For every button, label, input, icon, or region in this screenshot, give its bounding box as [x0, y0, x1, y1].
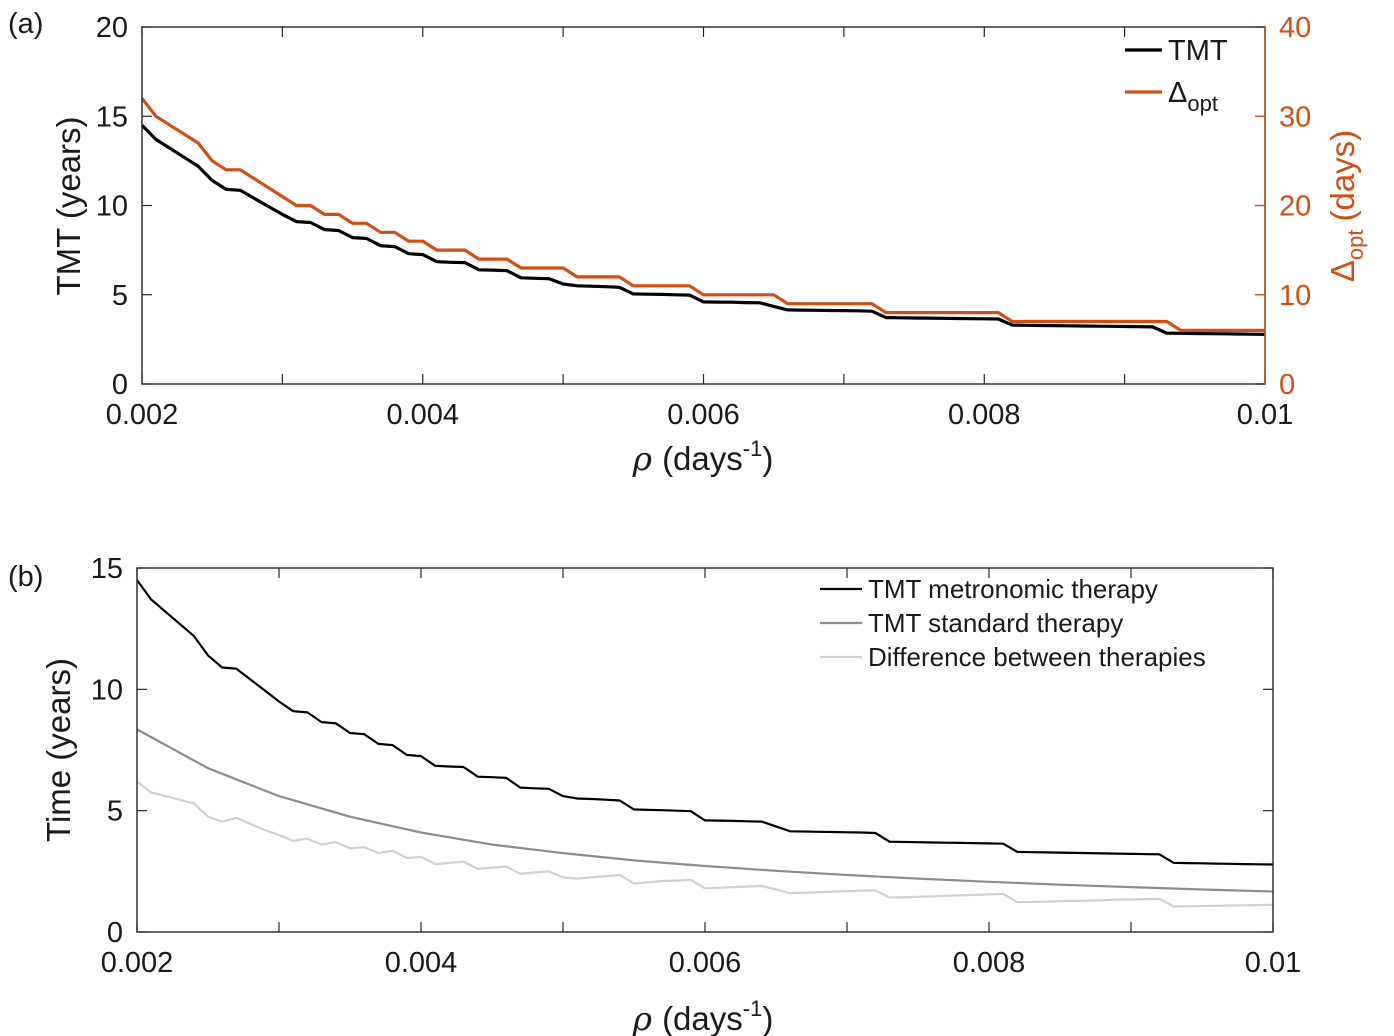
- panel-b-x-tick-label: 0.01: [1245, 947, 1301, 979]
- panel-b-x-label-sup: -1: [743, 996, 763, 1021]
- panel-a-right-y-tick-label: 40: [1279, 12, 1311, 44]
- panel-b-x-label-close: ): [762, 1000, 773, 1036]
- panel-a-label: (a): [8, 8, 43, 40]
- panel-a-x-label-symbol: ρ: [632, 439, 653, 478]
- panel-b-x-tick-label: 0.002: [101, 947, 174, 979]
- panel-b-y-tick-label: 15: [91, 553, 123, 585]
- panel-b-y-tick-label: 5: [107, 796, 123, 828]
- panel-a-right-label-sub: opt: [1343, 230, 1368, 261]
- panel-b-x-label-symbol: ρ: [632, 999, 653, 1036]
- panel-a-x-label-sup: -1: [743, 436, 763, 461]
- panel-a-series: [140, 97, 1266, 336]
- panel-b-x-axis-label: ρ (days-1): [632, 996, 774, 1036]
- panel-a-series-line-0: [140, 124, 1266, 336]
- panel-b-x-tick-label: 0.008: [953, 947, 1026, 979]
- panel-a-y-tick-label: 20: [96, 12, 128, 44]
- panel-b-legend-metronomic-text: TMT metronomic therapy: [868, 574, 1158, 604]
- panel-a-legend-delta-main: Δ: [1168, 77, 1187, 109]
- panel-b-plot-area: [137, 568, 1273, 932]
- panel-b-y-tick-label: 0: [107, 917, 123, 949]
- panel-b-x-tick-label: 0.006: [669, 947, 742, 979]
- panel-a-legend-tmt-text: TMT: [1168, 35, 1228, 67]
- panel-b-x-label-text: (days: [662, 1000, 743, 1036]
- panel-a-y-tick-label: 5: [112, 280, 128, 312]
- panel-a-right-y-tick-label: 0: [1279, 369, 1295, 401]
- panel-b-chart: 0.002 0.004 0.006 0.008 0.01 0 5 10 15 (b) Time …: [8, 553, 1301, 1036]
- panel-b-series-line-2: [136, 780, 1274, 908]
- panel-a-ticks: 0.002 0.004 0.006 0.008 0.010510152001020304…: [96, 12, 1312, 431]
- panel-a-chart: 0.002 0.004 0.006 0.008 0.010510152001020304…: [8, 8, 1368, 478]
- panel-a-x-tick-label: 0.002: [106, 399, 179, 431]
- panel-a-y-tick-label: 0: [112, 369, 128, 401]
- panel-a-right-y-axis-label: Δopt (days): [1324, 130, 1368, 282]
- panel-b-legend-standard-text: TMT standard therapy: [868, 608, 1123, 638]
- panel-b-series-line-0: [136, 579, 1274, 866]
- panel-a-y-tick-label: 15: [96, 101, 128, 133]
- panel-a-legend-delta-sub: opt: [1187, 91, 1218, 116]
- panel-a-legend: TMT Δopt: [1125, 35, 1228, 116]
- panel-b-y-axis-label: Time (years): [40, 658, 77, 842]
- panel-b-legend: TMT metronomic therapy TMT standard ther…: [820, 574, 1206, 672]
- panel-b-legend-difference-text: Difference between therapies: [868, 642, 1206, 672]
- panel-b-ticks: 0.002 0.004 0.006 0.008 0.01 0 5 10 15: [91, 553, 1301, 979]
- panel-a-legend-delta-text: Δopt: [1168, 77, 1218, 116]
- panel-a-series-line-1: [140, 97, 1265, 332]
- panel-b-series-line-1: [136, 728, 1274, 893]
- panel-a-x-tick-label: 0.004: [386, 399, 459, 431]
- panel-a-right-y-tick-label: 20: [1279, 191, 1311, 223]
- panel-b-label: (b): [8, 561, 43, 593]
- panel-b-series: [136, 579, 1274, 908]
- panel-b-y-tick-label: 10: [91, 674, 123, 706]
- panel-a-right-label-units: (days): [1324, 130, 1361, 222]
- panel-a-x-label-close: ): [762, 440, 773, 477]
- panel-b-axes-box: [136, 567, 1274, 933]
- panel-a-x-tick-label: 0.01: [1237, 399, 1293, 431]
- panel-a-right-label-delta: Δ: [1324, 260, 1361, 282]
- panel-a-right-y-tick-label: 30: [1279, 101, 1311, 133]
- panel-a-right-y-tick-label: 10: [1279, 280, 1311, 312]
- panel-a-x-tick-label: 0.006: [667, 399, 740, 431]
- panel-a-x-label-text: (days: [662, 440, 743, 477]
- panel-b-x-tick-label: 0.004: [385, 947, 458, 979]
- panel-a-y-tick-label: 10: [96, 191, 128, 223]
- panel-a-x-tick-label: 0.008: [948, 399, 1021, 431]
- panel-a-y-axis-label: TMT (years): [50, 116, 87, 295]
- panel-a-x-axis-label: ρ (days-1): [632, 436, 774, 478]
